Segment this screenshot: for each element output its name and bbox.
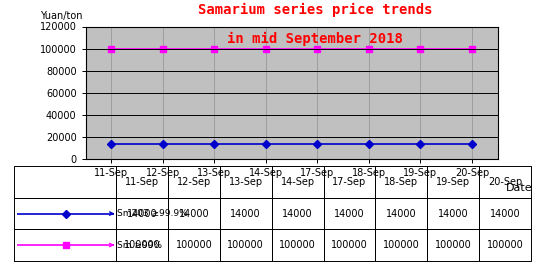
Text: 14000: 14000 <box>334 209 365 219</box>
Text: 12-Sep: 12-Sep <box>177 177 211 187</box>
Sm203 ≥99.9% <box>263 142 269 145</box>
Text: in mid September 2018: in mid September 2018 <box>227 32 403 46</box>
Text: Date: Date <box>506 183 533 193</box>
Sm ≥99% <box>314 47 321 50</box>
Sm203 ≥99.9% <box>108 142 115 145</box>
Sm203 ≥99.9% <box>160 142 166 145</box>
Text: 14000: 14000 <box>282 209 313 219</box>
Sm ≥99% <box>108 47 115 50</box>
Text: 100000: 100000 <box>435 240 472 250</box>
Sm203 ≥99.9% <box>468 142 475 145</box>
Text: Sm ≥99%: Sm ≥99% <box>117 241 161 250</box>
Text: 14000: 14000 <box>386 209 416 219</box>
Sm ≥99% <box>417 47 424 50</box>
Text: 14000: 14000 <box>231 209 261 219</box>
Sm203 ≥99.9% <box>211 142 218 145</box>
Text: 14000: 14000 <box>438 209 468 219</box>
Text: 18-Sep: 18-Sep <box>384 177 418 187</box>
Sm203 ≥99.9% <box>366 142 372 145</box>
Text: 13-Sep: 13-Sep <box>229 177 263 187</box>
Sm ≥99% <box>263 47 269 50</box>
Sm ≥99% <box>211 47 218 50</box>
Text: 11-Sep: 11-Sep <box>125 177 159 187</box>
Text: 14000: 14000 <box>489 209 520 219</box>
Text: Yuan/ton: Yuan/ton <box>40 11 83 21</box>
Text: 100000: 100000 <box>331 240 368 250</box>
Text: 14-Sep: 14-Sep <box>280 177 315 187</box>
Text: Samarium series price trends: Samarium series price trends <box>198 3 432 17</box>
Sm ≥99% <box>160 47 166 50</box>
Text: 17-Sep: 17-Sep <box>332 177 367 187</box>
Text: 100000: 100000 <box>175 240 212 250</box>
Sm203 ≥99.9% <box>314 142 321 145</box>
Text: 100000: 100000 <box>279 240 316 250</box>
Sm ≥99% <box>468 47 475 50</box>
Text: 19-Sep: 19-Sep <box>436 177 470 187</box>
Sm ≥99% <box>366 47 372 50</box>
Text: 14000: 14000 <box>127 209 158 219</box>
Line: Sm ≥99%: Sm ≥99% <box>109 46 474 51</box>
Text: 100000: 100000 <box>227 240 264 250</box>
Sm203 ≥99.9% <box>417 142 424 145</box>
Text: Sm203 ≥99.9%: Sm203 ≥99.9% <box>117 209 187 218</box>
Line: Sm203 ≥99.9%: Sm203 ≥99.9% <box>109 141 474 146</box>
Text: 20-Sep: 20-Sep <box>488 177 522 187</box>
Text: 100000: 100000 <box>383 240 420 250</box>
Text: 100000: 100000 <box>487 240 523 250</box>
Text: 14000: 14000 <box>179 209 209 219</box>
Text: 100000: 100000 <box>124 240 160 250</box>
